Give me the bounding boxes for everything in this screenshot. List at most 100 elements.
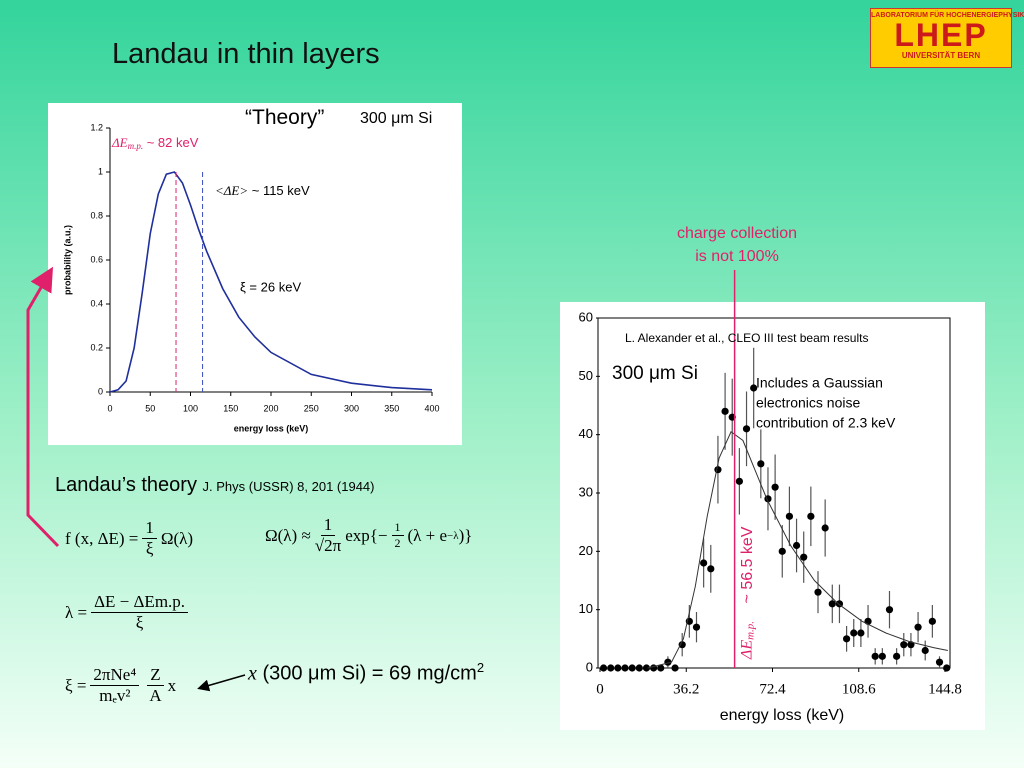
data-point (878, 652, 886, 660)
num: ΔE − ΔEm.p. (91, 592, 189, 613)
o-lhs: Ω(λ) ≈ (265, 525, 311, 545)
l-lhs: λ = (65, 602, 88, 622)
x-tick-label: 200 (263, 403, 278, 413)
x-tick-label: 0 (596, 681, 604, 697)
data-point (757, 460, 765, 468)
black-arrow (197, 674, 246, 692)
x-tick-label: 350 (384, 403, 399, 413)
data-point (657, 664, 665, 672)
data-point (857, 629, 865, 637)
marker-value: ~ 82 keV (143, 135, 199, 150)
den: ξ (145, 539, 154, 558)
data-point (771, 483, 779, 491)
data-point (778, 547, 786, 555)
logo-line: LABORATORIUM FÜR HOCHENERGIEPHYSIK (871, 12, 1024, 19)
x-tick-label: 150 (223, 403, 238, 413)
data-point (842, 635, 851, 643)
num: 2πNe⁴ (90, 665, 140, 686)
f-lhs: f (x, ΔE) = (65, 528, 139, 548)
right-panel (560, 302, 985, 730)
y-tick-label: 50 (579, 368, 593, 383)
x-tick-label: 400 (424, 403, 439, 413)
data-point (614, 664, 622, 672)
annotation: L. Alexander et al., CLEO III test beam … (625, 331, 868, 345)
marker-value: ~ 115 keV (248, 183, 310, 198)
marker-value: ~ 56.5 keV (739, 526, 756, 603)
landau-ref: Landau’s theory J. Phys (USSR) 8, 201 (1… (55, 474, 375, 497)
data-point (621, 664, 629, 672)
y-tick-label: 1.2 (90, 122, 103, 132)
data-point (785, 512, 794, 520)
o-pre: exp{− (345, 525, 388, 545)
y-tick-label: 0.8 (90, 210, 103, 220)
data-point (607, 664, 615, 672)
data-point (700, 559, 708, 567)
data-point (671, 664, 679, 672)
den: A (149, 686, 162, 705)
note-line: Includes a Gaussian (756, 375, 883, 391)
x-axis-label: energy loss (keV) (720, 707, 845, 724)
marker-label: ΔEm.p. (738, 621, 756, 660)
num: 1 (391, 520, 404, 536)
data-point (750, 384, 758, 392)
data-point (599, 664, 608, 672)
data-point (914, 623, 922, 631)
data-point (928, 617, 936, 625)
marker-label: <ΔE> ~ 115 keV (215, 183, 310, 198)
pink-arrow (26, 266, 60, 548)
data-point (678, 641, 686, 649)
logo: LABORATORIUM FÜR HOCHENERGIEPHYSIK LHEP … (870, 8, 1024, 68)
annotation: 300 μm Si (612, 363, 698, 384)
logo-line: UNIVERSITÄT BERN (901, 51, 981, 60)
fraction: 2πNe⁴ mₑv² (90, 665, 140, 706)
y-tick-label: 0.4 (90, 298, 103, 308)
data-point (935, 658, 944, 666)
x-var: x (248, 662, 257, 685)
x-tick-label: 0 (107, 403, 112, 413)
x-rhs: x (167, 675, 177, 695)
data-point (792, 541, 801, 550)
data-point (900, 641, 908, 649)
fraction: 1 √2π (315, 515, 341, 556)
x-axis-label: energy loss (keV) (234, 423, 309, 433)
data-point (814, 588, 822, 596)
y-tick-label: 0.6 (90, 254, 103, 264)
den: ξ (135, 613, 144, 632)
annotation: ξ = 26 keV (240, 279, 301, 294)
x-tick-label: 72.4 (759, 681, 786, 697)
data-point (635, 664, 643, 672)
marker-label: ΔEm.p. ~ 82 keV (111, 135, 199, 151)
data-point (800, 553, 808, 561)
data-point (943, 664, 951, 672)
marker-sub: m.p. (744, 621, 756, 640)
o-post: (λ + e (407, 525, 448, 545)
x-tick-label: 250 (304, 403, 319, 413)
o-close: )} (458, 525, 473, 545)
fraction: ΔE − ΔEm.p. ξ (91, 592, 189, 633)
data-point (807, 512, 815, 520)
y-tick-label: 40 (579, 426, 593, 441)
y-tick-label: 60 (579, 309, 593, 324)
theory-sub: 300 μm Si (360, 110, 433, 127)
x-tick-label: 300 (344, 403, 359, 413)
x-tick-label: 36.2 (673, 681, 699, 697)
data-line (647, 430, 948, 669)
den: mₑv² (99, 686, 131, 705)
x-tick-label: 108.6 (842, 681, 876, 697)
x-value: = 69 mg/cm (371, 662, 477, 685)
data-point (893, 652, 901, 660)
data-line (109, 171, 433, 393)
data-point (850, 629, 858, 637)
charge-note: is not 100% (695, 248, 779, 265)
formula-lambda: λ = ΔE − ΔEm.p. ξ (65, 592, 192, 633)
data-point (735, 477, 743, 485)
y-tick-label: 10 (579, 601, 593, 616)
den: √2π (314, 536, 342, 555)
